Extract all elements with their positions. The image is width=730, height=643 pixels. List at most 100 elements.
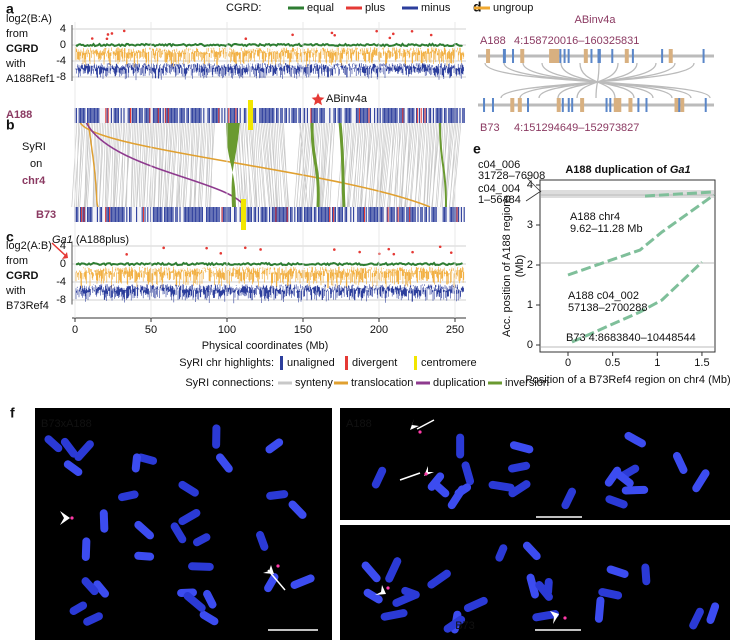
region-label: 4:158720016–160325831 [514,35,639,47]
chromosome [288,500,307,519]
plus-point [449,251,453,254]
gene-block [555,49,560,63]
chromosome [74,440,94,462]
gene-block [702,49,705,63]
chromosome [385,557,402,583]
side-label: chr4 [22,175,46,187]
chromosome [508,480,531,498]
arrowhead [60,511,70,525]
image-label: A188 [346,418,372,430]
y-label: from [6,255,28,267]
chromosome [93,580,110,598]
arrow [267,569,286,591]
gene-block [567,49,570,63]
legend-label: minus [421,2,451,14]
translocation-link [79,121,431,208]
gene-block [486,49,491,63]
genome-label: A188 [480,35,506,47]
chromosome [456,433,465,459]
chromosome [624,431,646,448]
chromosome [44,435,63,453]
gene-block [580,98,585,112]
title-text: A188 duplication of [565,164,667,176]
legend-label: plus [365,2,386,14]
chromosome [689,607,704,630]
y-tick-label: -8 [56,71,66,83]
gene-block [561,98,564,112]
gene-block [631,49,634,63]
y-label: CGRD [6,270,38,282]
annotation: 57138–2700288 [568,302,648,314]
gene-block [617,98,622,112]
y-tick-label: 4 [527,179,533,191]
chromosome [526,573,539,599]
y-tick-label: -4 [56,55,66,67]
contig-pointer [525,190,542,202]
plus-point [122,29,126,33]
gene-note: (A188plus) [76,234,129,246]
plus-point [105,37,109,41]
y-label: A188Ref1 [6,73,55,85]
chromosome [427,472,445,491]
gene-block [645,98,648,112]
legend-title: SyRI chr highlights: [179,357,274,369]
inversion-link [310,121,320,208]
gene-name: Ga1 [52,234,73,246]
x-tick-label: 200 [370,324,388,336]
gene-block [678,98,681,112]
y-label: CGRD [6,43,38,55]
plus-point [110,32,114,35]
plus-point [333,248,336,251]
y-tick-label: -4 [56,276,66,288]
chromosome [83,612,103,626]
ungroup-points [75,47,465,68]
side-label: SyRI [22,141,46,153]
genome-label: A188 [6,109,32,121]
chromosome [188,562,214,571]
gene-block [559,49,562,63]
chromosome [212,424,221,449]
image-label: B73 [455,620,475,632]
chromosome [443,615,466,633]
x-tick-label: 250 [446,324,464,336]
panel-label: f [10,405,15,421]
legend-swatch [345,356,348,370]
chromosome [290,574,315,589]
chromosome [561,487,577,510]
plus-point [391,32,395,36]
chromosome [81,537,91,561]
plus-point [291,33,294,37]
chromosome [199,610,219,626]
contig-band [541,190,714,198]
plot-frame [539,179,716,353]
gene-block [628,98,633,112]
gene-block [556,98,561,112]
chromosome [380,609,408,621]
plus-point [125,253,128,256]
gene-block [503,49,506,63]
y-title-line: (Mb) [514,255,526,278]
arrow [51,242,67,257]
contig-range: 31728–76908 [478,170,545,182]
inversion-link [226,122,240,207]
gene-block [571,98,574,112]
inversion-link [338,121,346,208]
micrograph [340,408,730,520]
chromosome [488,480,515,492]
probe-signal [386,586,390,590]
annotation: ABinv4a [326,93,368,105]
y-tick-label: 3 [527,219,533,231]
y-label: B73Ref4 [6,300,49,312]
equal-points [75,42,463,48]
plus-point [411,250,414,254]
gene-block [611,49,614,63]
legend-label: inversion [505,377,549,389]
legend-label: equal [307,2,334,14]
plus-point [387,247,391,251]
legend-label: duplication [433,377,486,389]
contig-pointer [525,176,542,193]
chromosome [371,466,387,489]
plus-point [410,29,414,33]
plus-point [205,246,208,250]
gene-block [567,98,570,112]
